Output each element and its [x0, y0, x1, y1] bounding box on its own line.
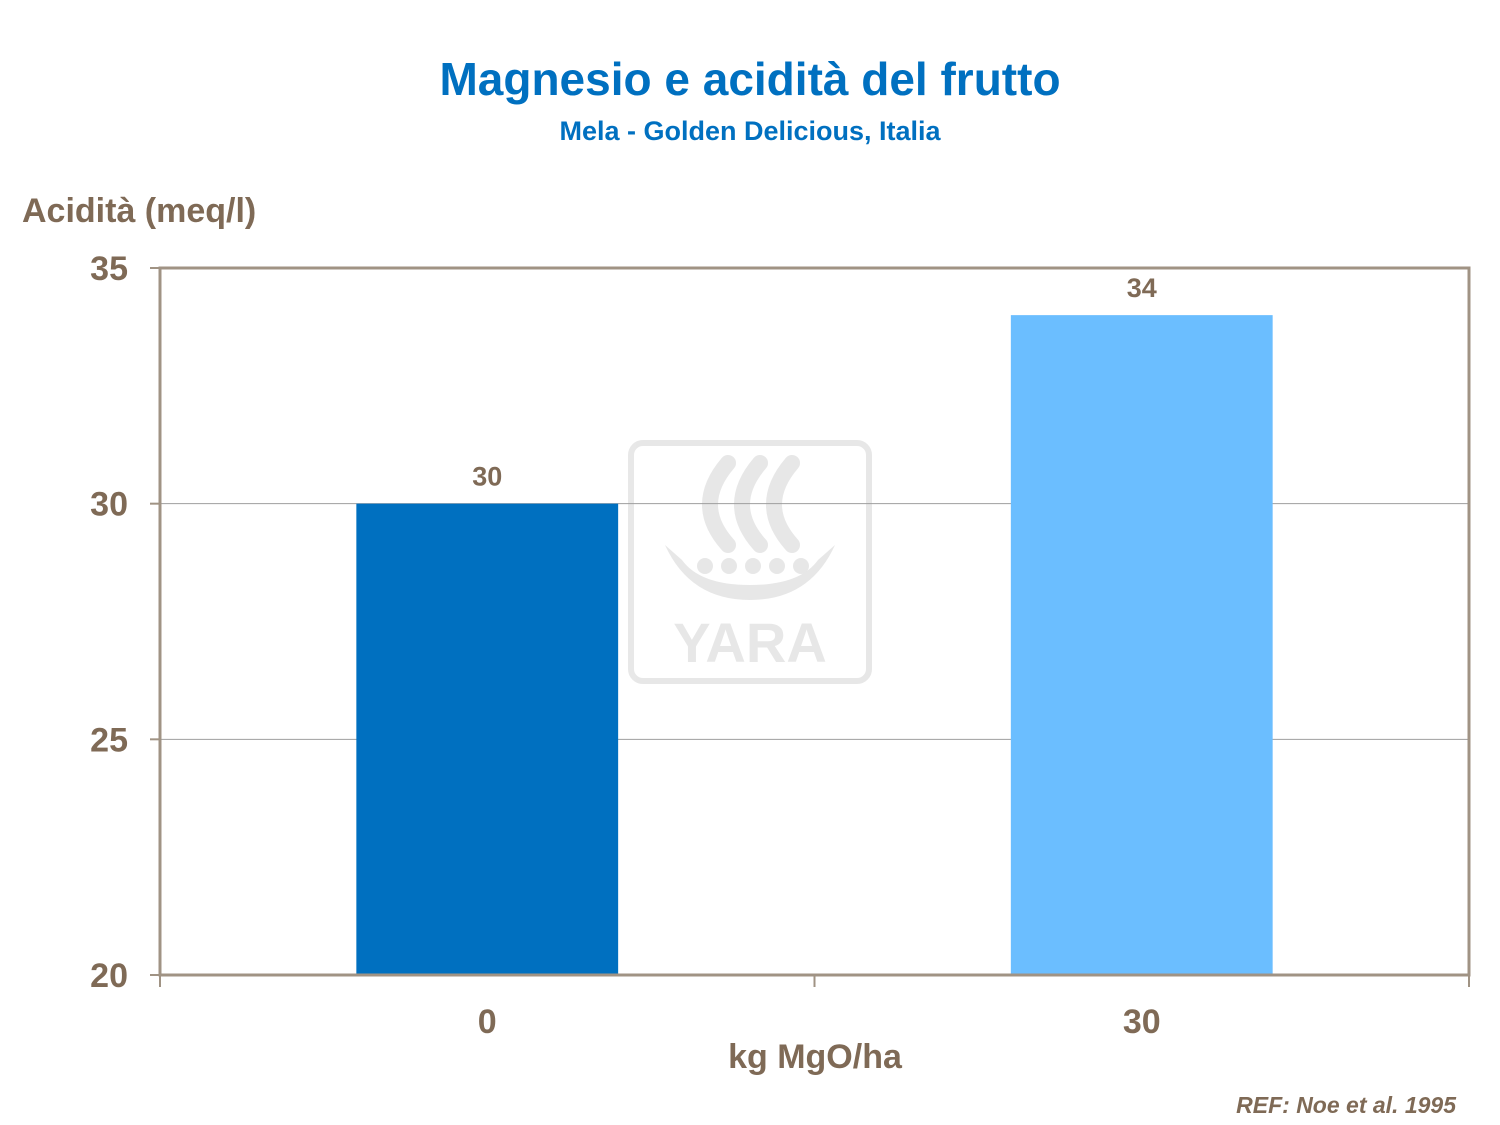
watermark-text: YARA — [673, 611, 827, 674]
data-label: 30 — [472, 462, 502, 492]
x-axis-label: kg MgO/ha — [728, 1038, 902, 1076]
x-tick-label: 30 — [1123, 1003, 1161, 1041]
chart-title: Magnesio e acidità del frutto — [439, 53, 1061, 105]
chart-subtitle: Mela - Golden Delicious, Italia — [559, 116, 941, 146]
y-tick-label: 30 — [90, 486, 128, 524]
x-tick-label: 0 — [478, 1003, 497, 1041]
y-axis-label: Acidità (meq/l) — [22, 192, 257, 230]
bar-30 — [1010, 315, 1273, 976]
bar-0 — [356, 503, 619, 975]
data-label: 34 — [1127, 273, 1157, 303]
yara-logo-watermark: YARA — [628, 440, 872, 684]
y-tick-label: 35 — [90, 250, 128, 288]
reference-note: REF: Noe et al. 1995 — [1236, 1092, 1456, 1118]
y-tick-label: 25 — [90, 721, 128, 759]
y-tick-label: 20 — [90, 957, 128, 995]
